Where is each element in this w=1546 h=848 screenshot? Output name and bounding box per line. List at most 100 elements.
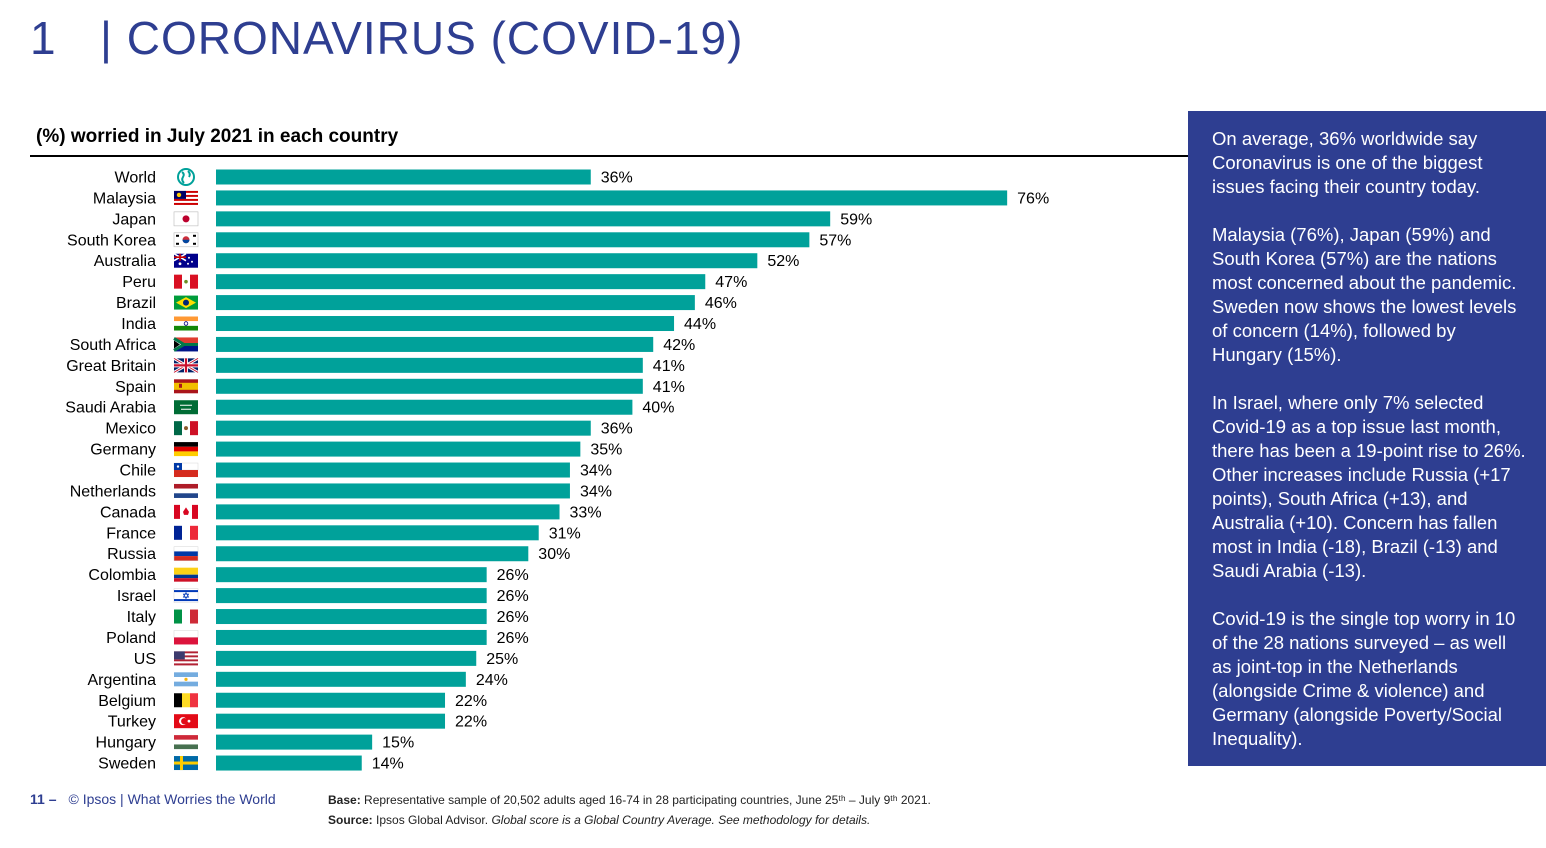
- france-flag-icon: [174, 525, 199, 540]
- value-label: 41%: [653, 358, 685, 375]
- value-label: 26%: [497, 630, 529, 647]
- bar: [216, 232, 810, 248]
- value-label: 35%: [590, 442, 622, 459]
- malaysia-flag-icon: [174, 190, 198, 205]
- bar: [216, 692, 446, 708]
- value-label: 36%: [601, 170, 633, 187]
- bar: [216, 525, 539, 541]
- japan-flag-icon: [173, 211, 199, 227]
- slide-title: 1 | CORONAVIRUS (COVID-19): [30, 10, 743, 66]
- category-label: Peru: [122, 274, 156, 291]
- bar: [216, 211, 831, 227]
- category-label: France: [106, 525, 156, 542]
- chart-row: Hungary 15%: [96, 734, 414, 752]
- chart-row: Argentina 24%: [88, 671, 508, 689]
- value-label: 76%: [1017, 190, 1049, 207]
- value-label: 59%: [840, 211, 872, 228]
- category-label: Canada: [100, 504, 156, 521]
- israel-flag-icon: [173, 588, 199, 603]
- category-label: Spain: [115, 379, 156, 396]
- value-label: 30%: [538, 546, 570, 563]
- chart-row: India 44%: [121, 316, 716, 333]
- title-rule: [30, 155, 1188, 157]
- category-label: Australia: [94, 253, 156, 270]
- category-label: Germany: [90, 442, 156, 459]
- germany-flag-icon: [174, 442, 198, 457]
- bar: [216, 274, 706, 290]
- chart-row: France 31%: [106, 525, 581, 542]
- category-label: Mexico: [105, 421, 156, 438]
- category-label: Malaysia: [93, 190, 156, 207]
- footer-notes: Base: Representative sample of 20,502 ad…: [328, 790, 931, 830]
- value-label: 22%: [455, 693, 487, 710]
- south-korea-flag-icon: [173, 232, 199, 248]
- chart-row: Colombia 26%: [88, 567, 529, 584]
- bar: [216, 588, 487, 604]
- value-label: 22%: [455, 714, 487, 731]
- value-label: 25%: [486, 651, 518, 668]
- bar: [216, 295, 695, 311]
- value-label: 33%: [570, 504, 602, 521]
- commentary-paragraph-1: On average, 36% worldwide say Coronaviru…: [1212, 128, 1483, 197]
- bar: [216, 629, 487, 645]
- category-label: Netherlands: [70, 483, 156, 500]
- bar: [216, 316, 675, 332]
- bar: [216, 462, 570, 478]
- chile-flag-icon: [173, 462, 199, 478]
- bar: [216, 483, 570, 499]
- great-britain-flag-icon: [173, 357, 199, 374]
- bar: [216, 755, 362, 771]
- turkey-flag-icon: [174, 714, 198, 729]
- commentary-paragraph-4: Covid-19 is the single top worry in 10 o…: [1212, 608, 1516, 749]
- brazil-flag-icon: [174, 295, 198, 310]
- category-label: Great Britain: [66, 358, 156, 375]
- bar: [216, 169, 591, 185]
- value-label: 44%: [684, 316, 716, 333]
- chart-row: Germany 35%: [90, 441, 622, 459]
- bar: [216, 420, 591, 436]
- category-label: Russia: [107, 546, 156, 563]
- category-label: Sweden: [98, 756, 156, 773]
- peru-flag-icon: [174, 274, 199, 289]
- bar: [216, 671, 466, 687]
- saudi-arabia-flag-icon: [174, 400, 198, 415]
- footer-brand: 11 – © Ipsos | What Worries the World: [30, 791, 276, 807]
- base-label: Base:: [328, 793, 361, 807]
- bar: [216, 336, 654, 352]
- category-label: Poland: [106, 630, 156, 647]
- bar: [216, 378, 643, 394]
- chart-row: Netherlands 34%: [70, 483, 612, 500]
- sweden-flag-icon: [174, 756, 198, 771]
- argentina-flag-icon: [174, 672, 198, 687]
- bar: [216, 546, 529, 562]
- spain-flag-icon: [174, 379, 198, 394]
- india-flag-icon: [174, 316, 198, 331]
- value-label: 42%: [663, 337, 695, 354]
- commentary-panel: On average, 36% worldwide say Coronaviru…: [1188, 111, 1546, 766]
- globe-icon: [177, 168, 195, 186]
- chart-row: Russia 30%: [107, 546, 570, 563]
- page-number: 11 –: [30, 791, 57, 807]
- value-label: 36%: [601, 421, 633, 438]
- chart-row: Spain 41%: [115, 378, 685, 396]
- base-note: Base: Representative sample of 20,502 ad…: [328, 790, 931, 810]
- value-label: 24%: [476, 672, 508, 689]
- category-label: Japan: [112, 211, 156, 228]
- netherlands-flag-icon: [174, 483, 198, 498]
- chart-row: South Africa 42%: [70, 336, 695, 354]
- value-label: 52%: [767, 253, 799, 270]
- value-label: 34%: [580, 483, 612, 500]
- italy-flag-icon: [174, 609, 199, 624]
- category-label: Italy: [127, 609, 156, 626]
- chart-row: Saudi Arabia 40%: [65, 399, 674, 417]
- value-label: 40%: [642, 400, 674, 417]
- value-label: 26%: [497, 588, 529, 605]
- bar: [216, 399, 633, 415]
- bar-chart: World 36% Malaysia 76% Japan 59% South Korea 57…: [65, 168, 1049, 773]
- category-label: South Africa: [70, 337, 156, 354]
- source-note: Source: Ipsos Global Advisor. Global sco…: [328, 810, 931, 830]
- brand-text: © Ipsos | What Worries the World: [68, 791, 276, 807]
- chart-title: (%) worried in July 2021 in each country: [36, 126, 399, 147]
- value-label: 34%: [580, 463, 612, 480]
- chart-row: South Korea 57%: [67, 232, 851, 249]
